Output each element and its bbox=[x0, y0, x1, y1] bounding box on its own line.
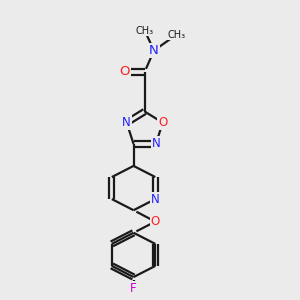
Text: N: N bbox=[151, 193, 160, 206]
Text: O: O bbox=[151, 215, 160, 228]
Text: N: N bbox=[122, 116, 131, 129]
Text: O: O bbox=[158, 116, 167, 129]
Text: F: F bbox=[130, 282, 137, 295]
Text: CH₃: CH₃ bbox=[136, 26, 154, 36]
Text: O: O bbox=[119, 65, 130, 78]
Text: N: N bbox=[152, 137, 160, 150]
Text: CH₃: CH₃ bbox=[167, 30, 186, 40]
Text: N: N bbox=[149, 44, 159, 57]
